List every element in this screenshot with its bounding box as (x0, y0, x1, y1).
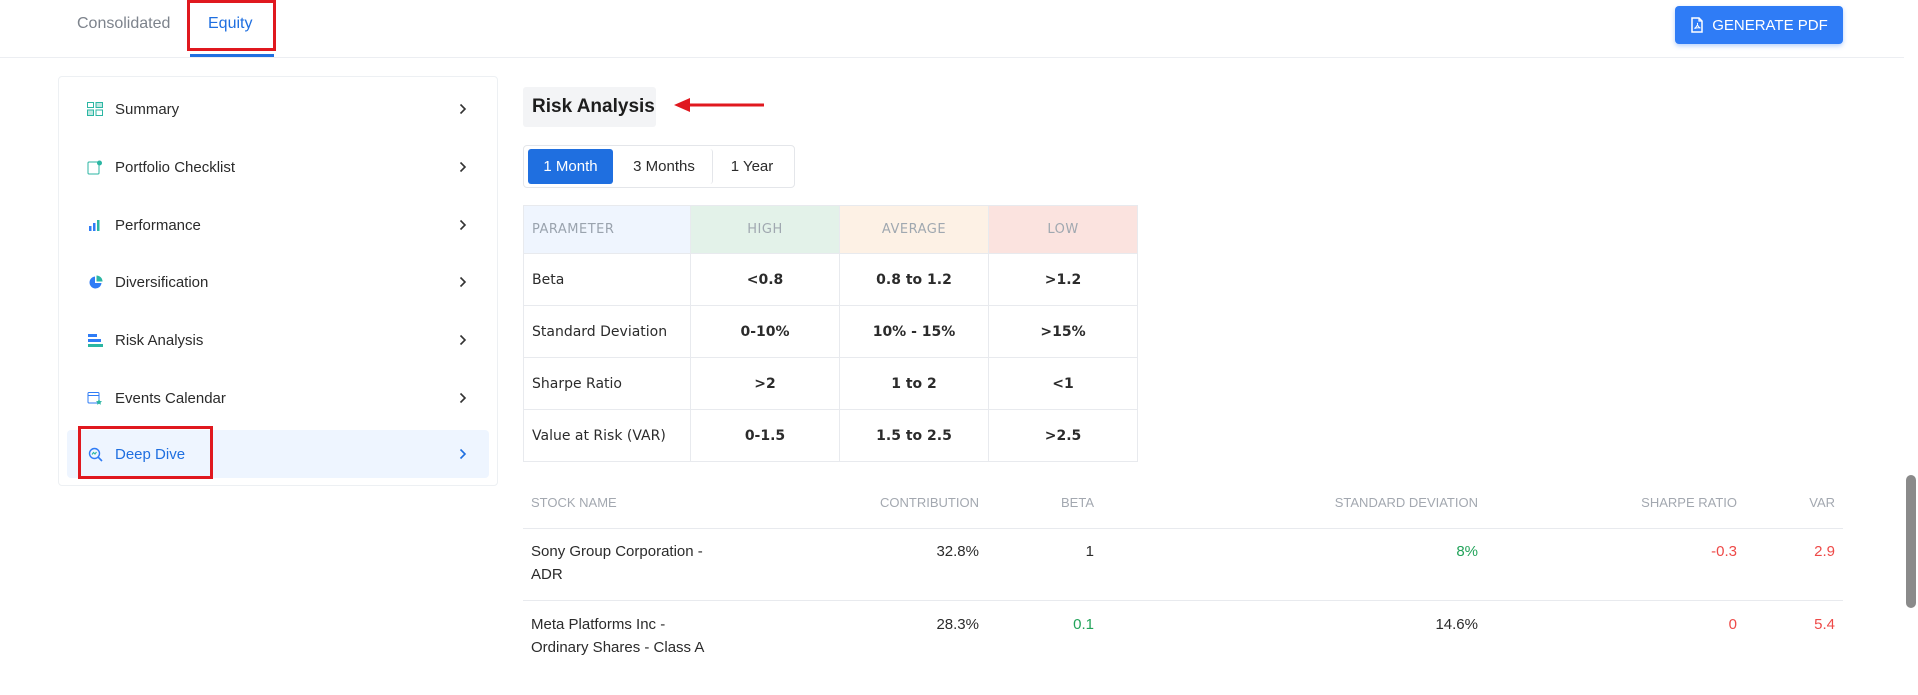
high-value: 0-1.5 (690, 409, 840, 462)
average-value: 1 to 2 (839, 357, 989, 410)
tab-consolidated[interactable]: Consolidated (77, 15, 171, 32)
period-1-month-button[interactable]: 1 Month (528, 149, 613, 184)
contribution-value: 32.8% (936, 543, 979, 560)
header-parameter: PARAMETER (523, 205, 691, 254)
low-value: >2.5 (988, 409, 1138, 462)
header-beta: BETA (1061, 495, 1094, 510)
chevron-right-icon (455, 274, 471, 290)
contribution-value: 28.3% (936, 616, 979, 633)
high-value: >2 (690, 357, 840, 410)
sharpe-ratio-value: 0 (1728, 616, 1737, 633)
chevron-right-icon (455, 101, 471, 117)
header-var: VAR (1809, 495, 1835, 510)
average-value: 10% - 15% (839, 305, 989, 358)
header-stock-name: STOCK NAME (531, 495, 617, 510)
header-average: AVERAGE (839, 205, 989, 254)
header-standard-deviation: STANDARD DEVIATION (1334, 495, 1478, 510)
parameter-name: Value at Risk (VAR) (523, 409, 691, 462)
sidebar-item-label: Events Calendar (115, 389, 226, 407)
chevron-right-icon (455, 217, 471, 233)
sidebar-item-diversification[interactable]: Diversification (67, 258, 489, 306)
table-row: Value at Risk (VAR) 0-1.5 1.5 to 2.5 >2.… (523, 409, 1138, 462)
standard-deviation-value: 8% (1456, 543, 1478, 560)
var-value: 5.4 (1814, 616, 1835, 633)
risk-parameter-table: PARAMETER HIGH AVERAGE LOW Beta <0.8 0.8… (523, 205, 1138, 462)
low-value: <1 (988, 357, 1138, 410)
sidebar-item-portfolio-checklist[interactable]: Portfolio Checklist (67, 143, 489, 191)
beta-value: 1 (1085, 543, 1094, 560)
page-title: Risk Analysis (523, 87, 656, 127)
high-value: <0.8 (690, 253, 840, 306)
calendar-star-icon (86, 389, 104, 407)
var-value: 2.9 (1814, 543, 1835, 560)
checklist-icon (86, 158, 104, 176)
sidebar-item-performance[interactable]: Performance (67, 201, 489, 249)
sidebar-item-label: Performance (115, 216, 201, 234)
chevron-right-icon (455, 446, 471, 462)
sidebar-item-label: Diversification (115, 273, 209, 291)
pie-chart-icon (86, 273, 104, 291)
parameter-name: Sharpe Ratio (523, 357, 691, 410)
bar-chart-icon (86, 216, 104, 234)
annotation-arrow-icon (674, 98, 764, 112)
parameter-name: Beta (523, 253, 691, 306)
sidebar-item-events-calendar[interactable]: Events Calendar (67, 374, 489, 422)
beta-value: 0.1 (1073, 616, 1094, 633)
parameter-name: Standard Deviation (523, 305, 691, 358)
chevron-right-icon (455, 332, 471, 348)
table-row: Sharpe Ratio >2 1 to 2 <1 (523, 357, 1138, 410)
sidebar-item-summary[interactable]: Summary (67, 85, 489, 133)
low-value: >15% (988, 305, 1138, 358)
generate-pdf-button[interactable]: GENERATE PDF (1675, 6, 1843, 44)
low-value: >1.2 (988, 253, 1138, 306)
table-header-row: PARAMETER HIGH AVERAGE LOW (523, 205, 1138, 254)
risk-bars-icon (86, 331, 104, 349)
table-row[interactable]: Sony Group Corporation - ADR 32.8% 1 8% … (523, 529, 1843, 601)
stock-name: Meta Platforms Inc - Ordinary Shares - C… (531, 616, 705, 656)
top-tab-bar: Consolidated Equity GENERATE PDF (0, 0, 1904, 58)
sidebar-item-risk-analysis[interactable]: Risk Analysis (67, 316, 489, 364)
generate-pdf-label: GENERATE PDF (1712, 16, 1828, 34)
period-3-months-button[interactable]: 3 Months (616, 149, 713, 184)
stock-name: Sony Group Corporation - ADR (531, 543, 703, 583)
stock-table-header: STOCK NAME CONTRIBUTION BETA STANDARD DE… (523, 488, 1843, 529)
high-value: 0-10% (690, 305, 840, 358)
sharpe-ratio-value: -0.3 (1711, 543, 1737, 560)
pdf-file-icon (1690, 17, 1704, 33)
standard-deviation-value: 14.6% (1435, 616, 1478, 633)
scrollbar-thumb[interactable] (1906, 475, 1916, 608)
sidebar-item-deep-dive[interactable]: Deep Dive (67, 430, 489, 478)
report-sections-sidebar: Summary Portfolio Checklist Performance … (58, 76, 498, 486)
tab-equity[interactable]: Equity (208, 15, 253, 32)
active-tab-indicator (190, 54, 274, 57)
chevron-right-icon (455, 159, 471, 175)
chevron-right-icon (455, 390, 471, 406)
sidebar-item-label: Deep Dive (115, 445, 186, 463)
header-high: HIGH (690, 205, 840, 254)
average-value: 1.5 to 2.5 (839, 409, 989, 462)
table-row[interactable]: Meta Platforms Inc - Ordinary Shares - C… (523, 602, 1843, 695)
header-low: LOW (988, 205, 1138, 254)
magnify-icon (86, 445, 104, 463)
period-selector: 1 Month 3 Months 1 Year (523, 145, 795, 188)
header-contribution: CONTRIBUTION (880, 495, 979, 510)
summary-icon (86, 100, 104, 118)
sidebar-item-label: Risk Analysis (115, 331, 204, 349)
average-value: 0.8 to 1.2 (839, 253, 989, 306)
table-row: Beta <0.8 0.8 to 1.2 >1.2 (523, 253, 1138, 306)
table-row: Standard Deviation 0-10% 10% - 15% >15% (523, 305, 1138, 358)
header-sharpe-ratio: SHARPE RATIO (1641, 495, 1737, 510)
period-1-year-button[interactable]: 1 Year (730, 158, 774, 175)
sidebar-item-label: Portfolio Checklist (115, 158, 236, 176)
sidebar-item-label: Summary (115, 100, 180, 118)
